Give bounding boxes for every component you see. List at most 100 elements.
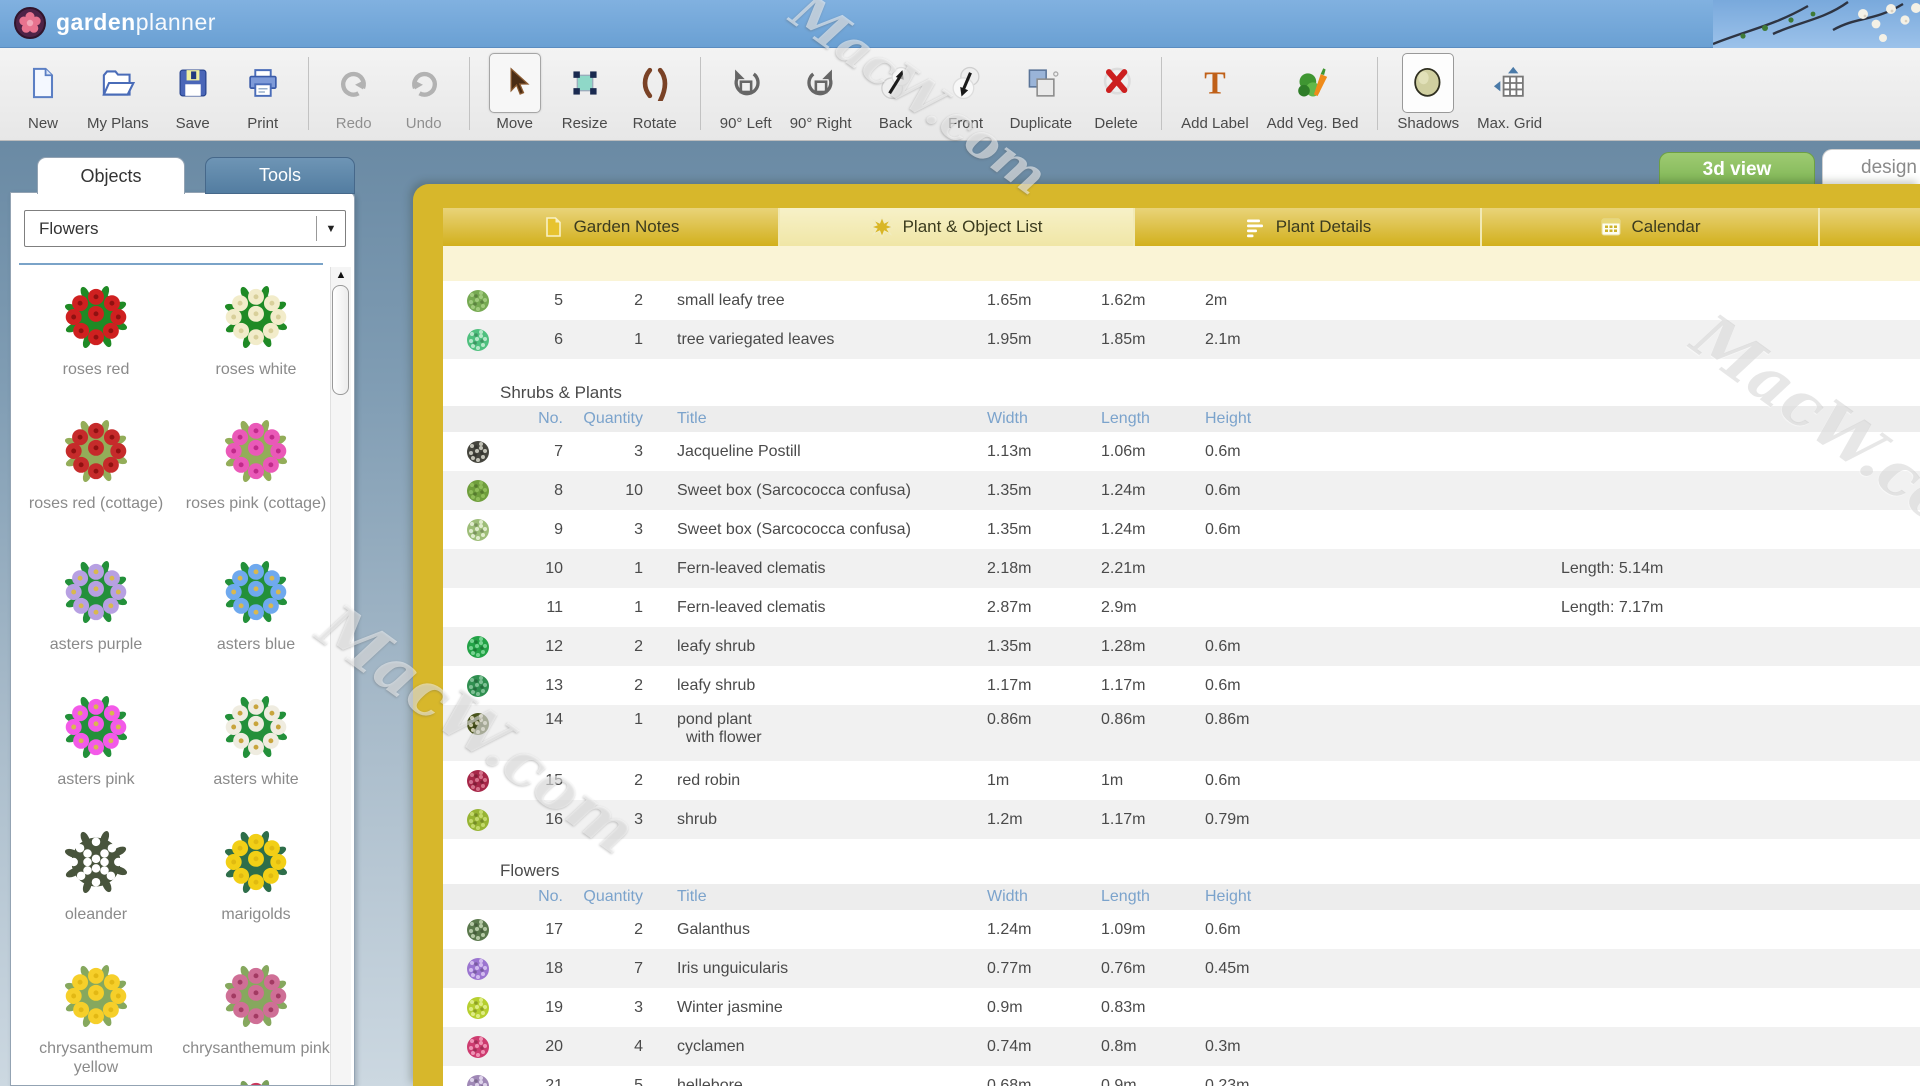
toolbar-button-move[interactable]: Move <box>480 51 550 132</box>
plant-palette-item-roses-pink-cottage[interactable]: roses pink (cottage) <box>176 417 336 513</box>
desktop-wallpaper-blossom-photo <box>1713 0 1920 48</box>
plant-palette-item-chrysanthemum-pink[interactable]: chrysanthemum pink <box>176 962 336 1058</box>
plant-palette-item-asters-blue[interactable]: asters blue <box>176 558 336 654</box>
toolbar-button-back[interactable]: Back <box>861 51 931 132</box>
table-row-7[interactable]: 73Jacqueline Postill1.13m1.06m0.6m <box>443 432 1920 471</box>
table-row-20[interactable]: 204cyclamen0.74m0.8m0.3m <box>443 1027 1920 1066</box>
plant-thumbnail-icon <box>62 693 130 766</box>
plant-palette-item-chrysanthemum-yellow[interactable]: chrysanthemum yellow <box>16 962 176 1077</box>
sidebar-tab-tools[interactable]: Tools <box>205 157 355 194</box>
cell-width: 1.35m <box>987 638 1101 656</box>
toolbar-button-label: Duplicate <box>1010 115 1073 132</box>
cell-no: 14 <box>513 711 563 729</box>
table-row-13[interactable]: 132leafy shrub1.17m1.17m0.6m <box>443 666 1920 705</box>
plant-thumbnail-icon <box>222 693 290 766</box>
redo-arrow-icon <box>328 53 380 113</box>
toolbar-button-print[interactable]: Print <box>228 51 298 132</box>
toolbar-button-add-label[interactable]: TAdd Label <box>1172 51 1258 132</box>
cell-title: hellebore <box>677 1077 987 1086</box>
toolbar-button-save[interactable]: Save <box>158 51 228 132</box>
panel-tab-garden-notes[interactable]: Garden Notes <box>443 208 778 246</box>
plant-palette-item-asters-white[interactable]: asters white <box>176 693 336 789</box>
app-logo-flower-icon <box>13 6 47 40</box>
toolbar-separator <box>469 57 470 130</box>
category-dropdown[interactable]: Flowers ▼ <box>24 210 346 247</box>
scrollbar-up-arrow-icon[interactable]: ▲ <box>334 269 348 281</box>
panel-tab-strip: Garden NotesPlant & Object ListPlant Det… <box>443 208 1920 246</box>
toolbar-button-shadows[interactable]: Shadows <box>1388 51 1468 132</box>
cell-height: 0.6m <box>1205 638 1315 656</box>
sidebar-scrollbar-thumb[interactable] <box>332 285 349 395</box>
cell-width: 1.35m <box>987 521 1101 539</box>
toolbar-button-duplicate[interactable]: Duplicate <box>1001 51 1082 132</box>
plant-palette-item-asters-pink[interactable]: asters pink <box>16 693 176 789</box>
toolbar-button-redo[interactable]: Redo <box>319 51 389 132</box>
toolbar-button-undo[interactable]: Undo <box>389 51 459 132</box>
plant-palette-item-oleander[interactable]: oleander <box>16 828 176 924</box>
table-row-11[interactable]: 111Fern-leaved clematis2.87m2.9mLength: … <box>443 588 1920 627</box>
cell-title-line1: leafy shrub <box>677 638 987 656</box>
table-row-18[interactable]: 187Iris unguicularis0.77m0.76m0.45m <box>443 949 1920 988</box>
plant-row-icon <box>465 917 491 943</box>
chevron-down-icon[interactable]: ▼ <box>317 223 345 235</box>
cell-length: 1.17m <box>1101 677 1205 695</box>
rotate-right-90-icon <box>795 53 847 113</box>
toolbar-button-delete[interactable]: Delete <box>1081 51 1151 132</box>
table-row-8[interactable]: 810Sweet box (Sarcococca confusa)1.35m1.… <box>443 471 1920 510</box>
table-row-15[interactable]: 152red robin1m1m0.6m <box>443 761 1920 800</box>
plant-palette-item-roses-red-cottage[interactable]: roses red (cottage) <box>16 417 176 513</box>
toolbar-button-new[interactable]: New <box>8 51 78 132</box>
table-row-14[interactable]: 141pond plantwith flower0.86m0.86m0.86m <box>443 705 1920 761</box>
cell-length: 1.24m <box>1101 521 1205 539</box>
panel-tab-plant-details[interactable]: Plant Details <box>1133 208 1480 246</box>
cell-title-line1: Galanthus <box>677 921 987 939</box>
table-row-10[interactable]: 101Fern-leaved clematis2.18m2.21mLength:… <box>443 549 1920 588</box>
table-row-12[interactable]: 122leafy shrub1.35m1.28m0.6m <box>443 627 1920 666</box>
table-row-16[interactable]: 163shrub1.2m1.17m0.79m <box>443 800 1920 839</box>
table-row-5[interactable]: 52small leafy tree1.65m1.62m2m <box>443 281 1920 320</box>
panel-tab-plant-object-list[interactable]: Plant & Object List <box>778 208 1133 246</box>
toolbar-separator <box>1377 57 1378 130</box>
cell-title-line1: tree variegated leaves <box>677 331 987 349</box>
plant-thumbnail-label: roses red <box>63 360 130 379</box>
cell-no: 12 <box>513 638 563 656</box>
toolbar-button-max-grid[interactable]: Max. Grid <box>1468 51 1551 132</box>
rotate-left-90-icon <box>720 53 772 113</box>
toolbar-button-my-plans[interactable]: My Plans <box>78 51 158 132</box>
column-header-width: Width <box>987 410 1101 428</box>
table-row-6[interactable]: 61tree variegated leaves1.95m1.85m2.1m <box>443 320 1920 359</box>
cell-width: 1.13m <box>987 443 1101 461</box>
table-row-9[interactable]: 93Sweet box (Sarcococca confusa)1.35m1.2… <box>443 510 1920 549</box>
plant-palette-item-roses-red[interactable]: roses red <box>16 283 176 379</box>
plant-row-icon <box>465 673 491 699</box>
table-row-17[interactable]: 172Galanthus1.24m1.09m0.6m <box>443 910 1920 949</box>
cell-length: 1.24m <box>1101 482 1205 500</box>
sidebar-tab-objects[interactable]: Objects <box>37 157 185 194</box>
toolbar-button-90-left[interactable]: 90° Left <box>711 51 781 132</box>
toolbar-button-90-right[interactable]: 90° Right <box>781 51 861 132</box>
table-row-19[interactable]: 193Winter jasmine0.9m0.83m <box>443 988 1920 1027</box>
plant-row-icon <box>465 478 491 504</box>
toolbar-button-label: Delete <box>1094 115 1137 132</box>
max-grid-icon <box>1484 53 1536 113</box>
view-tab-3d[interactable]: 3d view <box>1659 152 1815 187</box>
cell-height: 2m <box>1205 292 1315 310</box>
toolbar-button-label: Rotate <box>633 115 677 132</box>
panel-tab-calendar[interactable]: Calendar <box>1480 208 1818 246</box>
shadows-circle-icon <box>1402 53 1454 113</box>
plant-palette-item-partial[interactable] <box>176 1077 336 1086</box>
toolbar-button-resize[interactable]: Resize <box>550 51 620 132</box>
plant-row-icon <box>465 956 491 982</box>
cell-no: 13 <box>513 677 563 695</box>
plant-palette-item-marigolds[interactable]: marigolds <box>176 828 336 924</box>
column-header-title: Title <box>677 410 987 428</box>
view-tab-design[interactable]: design <box>1822 149 1920 186</box>
cell-no: 8 <box>513 482 563 500</box>
toolbar-button-add-veg-bed[interactable]: Add Veg. Bed <box>1258 51 1368 132</box>
plant-palette-item-roses-white[interactable]: roses white <box>176 283 336 379</box>
plant-thumbnail-icon <box>222 283 290 356</box>
toolbar-button-rotate[interactable]: Rotate <box>620 51 690 132</box>
table-row-21[interactable]: 215hellebore0.68m0.9m0.23m <box>443 1066 1920 1086</box>
toolbar-button-front[interactable]: Front <box>931 51 1001 132</box>
plant-palette-item-asters-purple[interactable]: asters purple <box>16 558 176 654</box>
